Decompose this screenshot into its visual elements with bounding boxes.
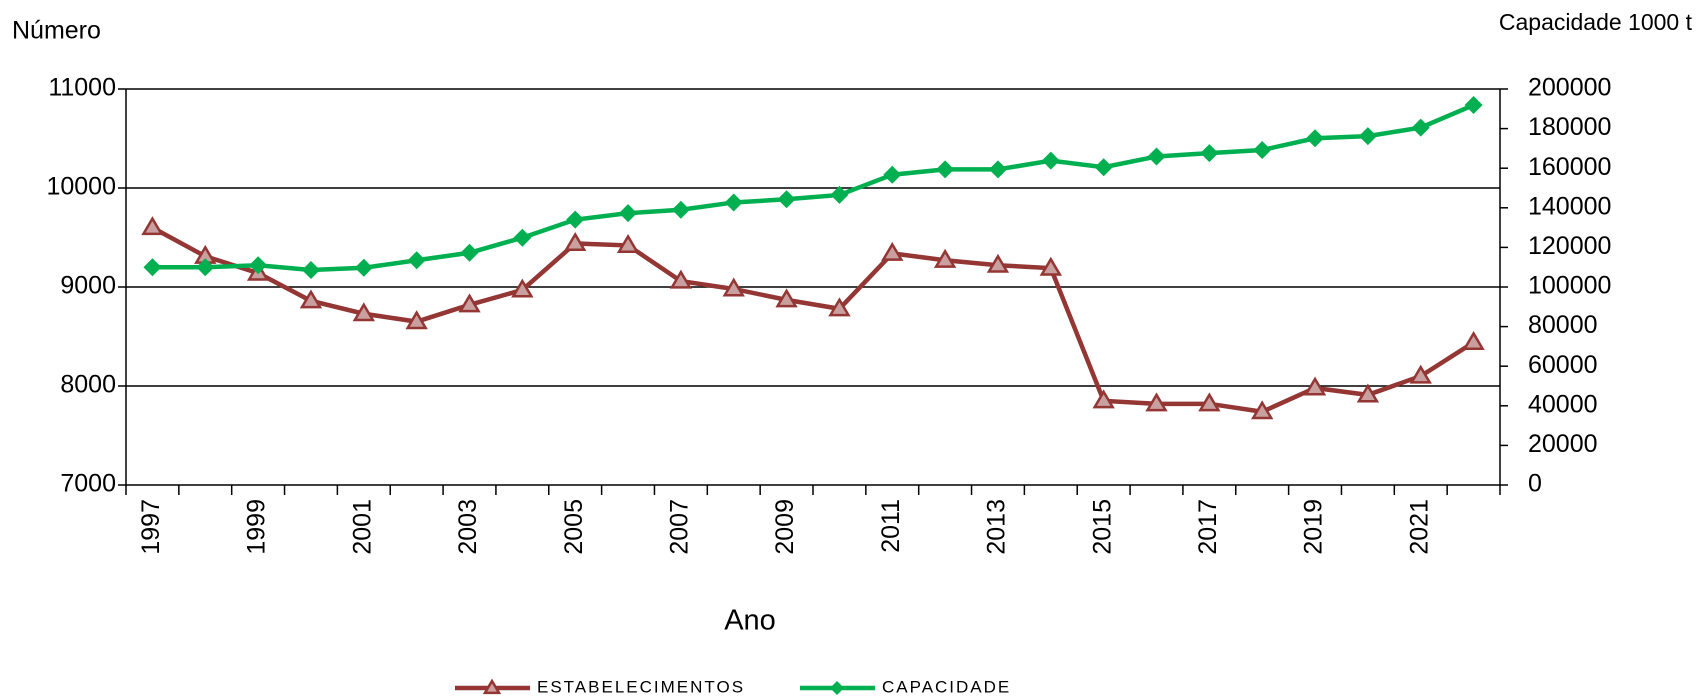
x-tick-label: 2009 (771, 499, 799, 555)
y2-tick-label: 120000 (1528, 232, 1611, 260)
point (988, 160, 1007, 179)
point (881, 241, 904, 261)
x-tick-label: 2019 (1300, 499, 1328, 555)
point (513, 228, 532, 247)
x-tick-label: 2013 (983, 499, 1011, 555)
point (407, 251, 426, 270)
x-tick-label: 2005 (560, 499, 588, 555)
point (619, 204, 638, 223)
point (196, 258, 215, 277)
point (1358, 127, 1377, 146)
point (482, 678, 502, 695)
y-tick-label: 7000 (60, 470, 116, 498)
point (249, 256, 268, 275)
x-axis-title: Ano (724, 605, 776, 637)
y2-tick-label: 60000 (1528, 351, 1598, 379)
point (722, 277, 745, 297)
point (143, 258, 162, 277)
point (1092, 389, 1115, 409)
series-line (152, 102, 1475, 273)
y2-tick-label: 140000 (1528, 192, 1611, 220)
y2-tick-label: 200000 (1528, 74, 1611, 102)
y-tick-label: 8000 (60, 371, 116, 399)
point (564, 231, 587, 251)
point (986, 253, 1010, 273)
x-tick-label: 2007 (665, 499, 693, 555)
point (352, 302, 375, 322)
point (936, 160, 955, 179)
point (671, 200, 690, 219)
point (830, 185, 849, 204)
point (1251, 400, 1274, 420)
point (724, 193, 743, 212)
point (405, 310, 428, 330)
point (1356, 383, 1380, 403)
point (828, 297, 851, 317)
y2-tick-label: 160000 (1528, 153, 1611, 181)
point (301, 260, 320, 279)
y2-tick-label: 100000 (1528, 272, 1611, 300)
y2-tick-label: 180000 (1528, 113, 1611, 141)
point (1198, 392, 1221, 412)
point (141, 216, 164, 236)
point (1253, 140, 1272, 159)
point (1200, 144, 1219, 163)
point (830, 681, 844, 695)
y2-tick-label: 80000 (1528, 311, 1598, 339)
y2-tick-label: 0 (1528, 470, 1542, 498)
point (669, 269, 693, 289)
x-tick-label: 2017 (1194, 499, 1222, 555)
point (616, 233, 640, 253)
series-line (151, 225, 1475, 415)
point (1147, 147, 1166, 166)
point (354, 258, 373, 277)
point (1145, 392, 1168, 412)
point (460, 243, 479, 262)
point (458, 293, 481, 313)
point (1409, 364, 1432, 384)
point (511, 278, 534, 298)
point (933, 248, 957, 268)
x-tick-label: 1999 (243, 499, 271, 555)
point (775, 288, 798, 308)
point (1039, 256, 1062, 276)
point (566, 210, 585, 229)
point (1306, 129, 1325, 148)
point (1041, 151, 1060, 170)
legend-label: CAPACIDADE (882, 677, 1011, 696)
point (1303, 376, 1327, 396)
x-tick-label: 1997 (137, 499, 165, 555)
point (1094, 158, 1113, 177)
y2-axis-title: Capacidade 1000 t (1499, 9, 1693, 35)
point (1462, 330, 1485, 350)
x-tick-label: 2003 (454, 499, 482, 555)
y-tick-label: 9000 (60, 272, 116, 300)
point (1411, 118, 1430, 137)
legend-label: ESTABELECIMENTOS (537, 677, 745, 696)
y-tick-label: 10000 (46, 173, 116, 201)
x-tick-label: 2021 (1405, 499, 1433, 555)
y-tick-label: 11000 (48, 74, 116, 102)
point (883, 165, 902, 184)
y-axis-title: Número (12, 17, 101, 45)
point (777, 190, 796, 209)
y2-tick-label: 40000 (1528, 390, 1598, 418)
x-tick-label: 2011 (877, 499, 905, 553)
x-tick-label: 2001 (348, 499, 376, 555)
x-tick-label: 2015 (1088, 499, 1116, 555)
point (1464, 96, 1483, 115)
point (299, 289, 323, 309)
y2-tick-label: 20000 (1528, 430, 1598, 458)
